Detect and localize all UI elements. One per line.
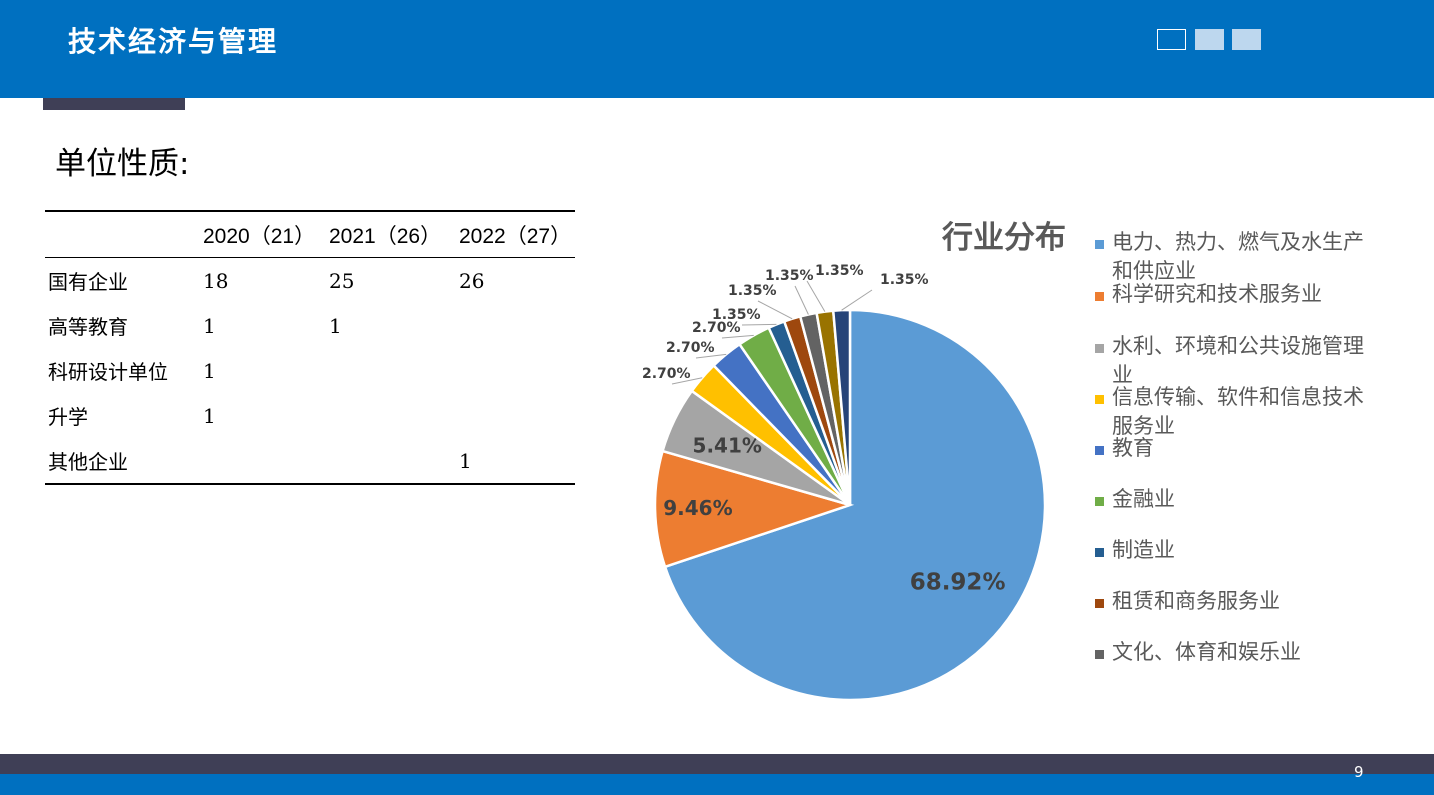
legend-label: 制造业: [1112, 538, 1175, 562]
table-cell: 18: [203, 268, 229, 293]
table-row: 其他企业 1: [45, 438, 575, 484]
data-label: 2.70%: [642, 366, 691, 382]
table-cell: 其他企业: [48, 450, 128, 474]
table-header-cell: [45, 211, 203, 258]
legend-label: 信息传输、软件和信息技术服务业: [1112, 385, 1364, 438]
header-bar: 技术经济与管理: [0, 0, 1434, 98]
legend-swatch: [1095, 395, 1104, 404]
leader-line: [806, 280, 826, 312]
leader-line: [741, 323, 777, 326]
data-label: 1.35%: [712, 307, 761, 323]
table-row: 国有企业 18 25 26: [45, 258, 575, 304]
data-label: 2.70%: [692, 320, 741, 336]
table-header-cell: 2021（26）: [329, 211, 459, 258]
leader-line: [721, 334, 754, 339]
legend-swatch: [1095, 548, 1104, 557]
legend-swatch: [1095, 599, 1104, 608]
data-label: 2.70%: [666, 340, 715, 356]
footer-bar: [0, 774, 1434, 795]
data-label: 1.35%: [728, 283, 777, 299]
table-cell: 26: [459, 268, 485, 293]
legend-label: 水利、环境和公共设施管理业: [1112, 334, 1364, 387]
data-label: 9.46%: [663, 496, 732, 520]
title-underline-strip: [43, 98, 185, 110]
decor-square-light: [1195, 29, 1224, 50]
leader-line: [841, 289, 873, 311]
pie-slice: [653, 449, 855, 569]
table-row: 科研设计单位 1: [45, 348, 575, 393]
legend-swatch: [1095, 240, 1104, 249]
table-cell: 1: [329, 313, 342, 338]
table-cell: 1: [459, 448, 472, 473]
table-cell: [329, 438, 459, 484]
legend-swatch: [1095, 650, 1104, 659]
table-cell: 1: [203, 403, 216, 428]
table-cell: 国有企业: [48, 270, 128, 294]
data-label: 1.35%: [765, 268, 814, 284]
table-row: 高等教育 1 1: [45, 303, 575, 348]
leader-line: [757, 300, 793, 320]
table-cell: [203, 438, 329, 484]
legend-label: 租赁和商务服务业: [1112, 589, 1280, 613]
data-label: 68.92%: [910, 570, 1006, 596]
pie-chart: 68.92%9.46%5.41%2.70%2.70%2.70%1.35%1.35…: [642, 263, 1047, 702]
table-cell: 1: [203, 358, 216, 383]
table-cell: 1: [203, 313, 216, 338]
table-cell: 升学: [48, 405, 88, 429]
unit-type-table: 2020（21） 2021（26） 2022（27） 国有企业 18 25 26…: [45, 210, 575, 485]
table-cell: 科研设计单位: [48, 360, 168, 384]
legend-swatch: [1095, 344, 1104, 353]
legend-swatch: [1095, 497, 1104, 506]
leader-line: [794, 285, 809, 315]
legend-label: 教育: [1112, 436, 1154, 460]
table-row: 升学 1: [45, 393, 575, 438]
table-header-cell: 2022（27）: [459, 211, 575, 258]
table-cell: [459, 303, 575, 348]
data-label: 1.35%: [815, 263, 864, 279]
legend-label: 金融业: [1112, 487, 1175, 511]
table-cell: [329, 348, 459, 393]
table-cell: 高等教育: [48, 315, 128, 339]
pie-slice: [663, 308, 1047, 702]
legend-label: 科学研究和技术服务业: [1112, 282, 1322, 306]
pie-slice: [831, 308, 852, 506]
table-header-row: 2020（21） 2021（26） 2022（27）: [45, 211, 575, 258]
app-title: 技术经济与管理: [68, 25, 279, 58]
table-cell: [329, 393, 459, 438]
legend-swatch: [1095, 446, 1104, 455]
leader-line: [671, 377, 703, 385]
legend-label: 文化、体育和娱乐业: [1112, 640, 1301, 664]
legend-swatch: [1095, 292, 1104, 301]
chart-title: 行业分布: [942, 220, 1066, 256]
table-cell: [459, 348, 575, 393]
table-cell: 25: [329, 268, 355, 293]
decor-square-light: [1232, 29, 1261, 50]
section-heading: 单位性质:: [55, 146, 190, 182]
data-label: 1.35%: [880, 272, 929, 288]
legend-label: 电力、热力、燃气及水生产和供应业: [1112, 230, 1364, 283]
table-header-cell: 2020（21）: [203, 211, 329, 258]
leader-line: [695, 353, 727, 359]
data-label: 5.41%: [693, 433, 762, 457]
footer-band: [0, 754, 1434, 774]
decor-square-outline: [1157, 29, 1186, 50]
table-cell: [459, 393, 575, 438]
page-number: 9: [1354, 763, 1364, 781]
